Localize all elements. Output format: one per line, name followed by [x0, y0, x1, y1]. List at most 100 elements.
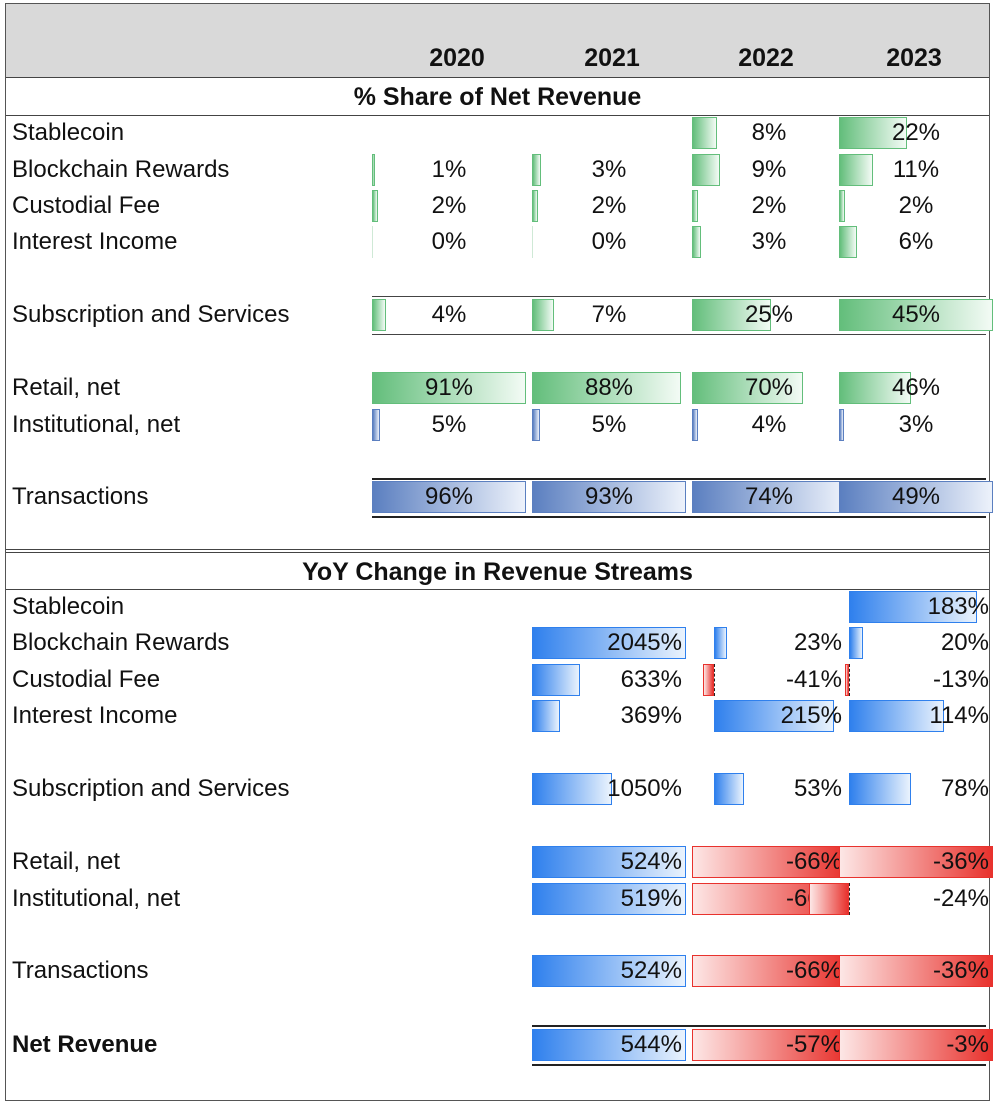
cell-2022: -41% — [692, 663, 846, 697]
year-header-2021: 2021 — [584, 44, 640, 72]
table-row: Blockchain Rewards 2045% 23% 20% — [6, 626, 989, 660]
data-bar — [714, 627, 727, 659]
cell-2021: 2045% — [532, 626, 686, 660]
table-row: Transactions 96% 93% 74% 49% — [6, 480, 993, 514]
data-bar — [532, 299, 554, 331]
cell-value: -13% — [932, 666, 989, 693]
cell-value: 1% — [431, 156, 467, 183]
cell-2020 — [372, 699, 526, 733]
table-row: Custodial Fee 633% -41% -13% — [6, 663, 989, 697]
data-bar — [692, 372, 803, 404]
cell-2020: 1% — [372, 153, 526, 187]
row-rule — [532, 1025, 986, 1027]
table-row: Interest Income 0% 0% 3% 6% — [6, 225, 989, 259]
cell-value: 9% — [751, 156, 787, 183]
cell-2023: 45% — [839, 298, 993, 332]
cell-value: 53% — [793, 775, 842, 802]
cell-2021 — [532, 116, 686, 150]
cell-2023: 114% — [839, 699, 993, 733]
table-row: Subscription and Services 1050% 53% 78% — [6, 772, 989, 806]
data-bar — [839, 226, 857, 258]
cell-2020 — [372, 116, 526, 150]
cell-value: 1050% — [607, 775, 682, 802]
data-bar — [809, 883, 849, 915]
cell-value: 5% — [591, 411, 627, 438]
cell-2022: 8% — [692, 116, 846, 150]
cell-value: 45% — [891, 301, 941, 328]
cell-value: 70% — [744, 374, 794, 401]
cell-2021 — [532, 590, 686, 624]
cell-value: -41% — [785, 666, 842, 693]
cell-value: -24% — [932, 885, 989, 912]
data-bar — [372, 154, 375, 186]
cell-2020 — [372, 590, 526, 624]
cell-2022: -57% — [692, 1028, 846, 1062]
cell-2020 — [372, 663, 526, 697]
cell-value: 4% — [751, 411, 787, 438]
cell-value: 8% — [751, 119, 787, 146]
data-bar — [532, 883, 686, 915]
data-bar — [692, 190, 698, 222]
cell-value: 3% — [751, 228, 787, 255]
cell-2023: 46% — [839, 371, 993, 405]
cell-2023: 11% — [839, 153, 993, 187]
data-bar — [849, 591, 977, 623]
cell-value: 49% — [891, 483, 941, 510]
row-label: Net Revenue — [12, 1031, 158, 1058]
data-bar — [839, 117, 907, 149]
cell-2021: 524% — [532, 845, 686, 879]
cell-2020: 0% — [372, 225, 526, 259]
row-rule — [372, 516, 986, 518]
share-section-title: % Share of Net Revenue — [6, 78, 989, 116]
cell-2022: 74% — [692, 480, 846, 514]
cell-2020 — [372, 1028, 526, 1062]
cell-value: 369% — [620, 702, 682, 729]
row-label: Retail, net — [12, 848, 121, 875]
cell-2022 — [692, 590, 846, 624]
bar-axis — [714, 664, 715, 696]
table-row: Transactions 524% -66% -36% — [6, 954, 993, 988]
table-row: Subscription and Services 4% 7% 25% 45% — [6, 298, 993, 332]
data-bar — [372, 226, 373, 258]
cell-value: 524% — [620, 848, 682, 875]
cell-2023: -36% — [839, 954, 993, 988]
data-bar — [532, 955, 686, 987]
cell-value: 2045% — [607, 629, 682, 656]
bar-axis — [849, 883, 850, 915]
cell-value: 25% — [744, 301, 794, 328]
cell-2023: -24% — [809, 882, 993, 916]
table-row: Retail, net 91% 88% 70% 46% — [6, 371, 989, 405]
row-label: Stablecoin — [12, 593, 125, 620]
year-header-2020: 2020 — [429, 44, 485, 72]
data-bar — [845, 664, 849, 696]
section-divider — [6, 549, 989, 550]
cell-value: 22% — [891, 119, 941, 146]
cell-2021: 93% — [532, 480, 686, 514]
data-bar — [839, 1029, 993, 1061]
cell-value: 215% — [780, 702, 842, 729]
data-bar — [372, 481, 526, 513]
data-bar — [532, 154, 541, 186]
cell-2021: 524% — [532, 954, 686, 988]
cell-2021: 369% — [532, 699, 686, 733]
cell-value: 11% — [892, 156, 940, 183]
cell-2020: 2% — [372, 189, 526, 223]
cell-value: 544% — [620, 1031, 682, 1058]
revenue-table: 2020 2021 2022 2023 % Share of Net Reven… — [5, 3, 993, 1101]
row-label: Custodial Fee — [12, 192, 161, 219]
table-row: Retail, net 524% -66% -36% — [6, 845, 993, 879]
row-rule — [372, 296, 986, 297]
table-row: Custodial Fee 2% 2% 2% 2% — [6, 189, 989, 223]
data-bar — [372, 409, 380, 441]
data-bar — [839, 409, 844, 441]
data-bar — [849, 700, 944, 732]
cell-value: 183% — [927, 593, 989, 620]
cell-2021: 1050% — [532, 772, 686, 806]
cell-2020 — [372, 626, 526, 660]
cell-value: 96% — [424, 483, 474, 510]
data-bar — [532, 190, 538, 222]
cell-value: 20% — [940, 629, 989, 656]
row-rule — [532, 1064, 986, 1066]
row-label: Subscription and Services — [12, 775, 290, 802]
cell-value: 5% — [431, 411, 467, 438]
